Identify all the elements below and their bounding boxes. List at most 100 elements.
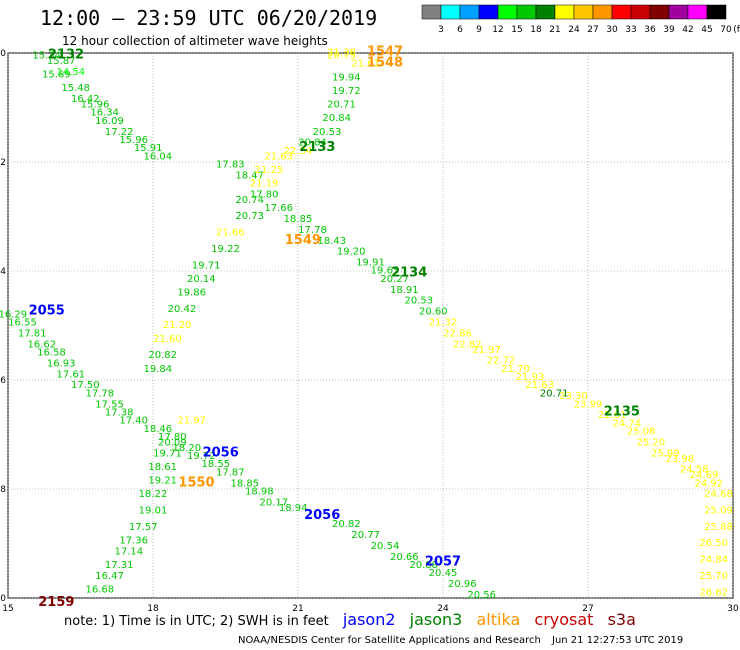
y-tick-label: -50 (0, 49, 6, 59)
pass-label: 2133 (299, 140, 335, 155)
wave-height-point: 16.55 (8, 318, 37, 329)
wave-height-point: 20.54 (371, 541, 400, 552)
wave-height-point: 16.47 (95, 571, 124, 582)
wave-height-point: 20.09 (158, 437, 187, 448)
legend-label: 9 (476, 25, 482, 35)
wave-height-point: 20.71 (540, 388, 569, 399)
wave-height-point: 20.77 (351, 530, 380, 541)
wave-height-point: 17.40 (119, 416, 148, 427)
legend-label: 45 (701, 25, 712, 35)
satellite-s3a: s3a (607, 610, 636, 629)
wave-height-point: 26.50 (699, 538, 728, 549)
footer-note-row: note: 1) Time is in UTC; 2) SWH is in fe… (64, 610, 646, 629)
wave-height-point: 21.63 (264, 151, 293, 162)
wave-height-point: 20.53 (313, 127, 342, 138)
wave-height-point: 16.04 (144, 151, 173, 162)
wave-height-point: 20.17 (260, 497, 289, 508)
wave-height-point: 15.96 (119, 135, 148, 146)
wave-height-point: 17.83 (216, 159, 245, 170)
wave-height-point: 18.43 (318, 236, 347, 247)
chart-title: 12:00 – 23:59 UTC 06/20/2019 (40, 6, 378, 30)
wave-height-point: 21.19 (250, 179, 279, 190)
generated-timestamp: Jun 21 12:27:53 UTC 2019 (552, 635, 684, 646)
wave-height-point: 25.99 (651, 448, 680, 459)
wave-height-point: 20.96 (448, 579, 477, 590)
wave-height-point: 17.50 (71, 380, 100, 391)
wave-height-point: 24.58 (680, 465, 709, 476)
wave-height-point: 20.82 (148, 350, 177, 361)
wave-height-point: 15.96 (81, 100, 110, 111)
footer-note: note: 1) Time is in UTC; 2) SWH is in fe… (64, 614, 329, 629)
wave-height-point: 21.66 (216, 228, 245, 239)
wave-height-point: 19.71 (153, 448, 182, 459)
pass-label: 1550 (178, 475, 214, 490)
wave-height-point: 20.88 (409, 560, 438, 571)
wave-height-point: 17.31 (105, 560, 134, 571)
pass-label: 2132 (48, 47, 84, 62)
wave-height-point: 21.32 (429, 318, 458, 329)
legend-unit: (ft) (733, 25, 740, 35)
pass-label: 2055 (29, 304, 65, 319)
x-tick-label: 24 (437, 604, 449, 614)
legend-label: 36 (644, 25, 656, 35)
wave-height-point: 22.82 (453, 339, 482, 350)
wave-height-point: 23.30 (559, 391, 588, 402)
wave-height-point: 17.80 (250, 189, 279, 200)
wave-height-point: 21.70 (501, 364, 530, 375)
wave-height-point: 20.45 (429, 568, 458, 579)
pass-label: 2134 (391, 265, 427, 280)
wave-height-point: 20.42 (168, 304, 197, 315)
satellite-altika: altika (476, 610, 521, 629)
wave-height-point: 21.97 (177, 416, 206, 427)
wave-height-point: 18.22 (139, 489, 168, 500)
wave-height-point: 22.34 (284, 146, 313, 157)
wave-height-point: 18.85 (284, 214, 313, 225)
wave-height-point: 20.56 (467, 590, 496, 601)
wave-height-point: 16.34 (90, 108, 119, 119)
legend-label: 30 (606, 25, 618, 35)
wave-height-point: 24.68 (704, 489, 733, 500)
legend-label: 39 (663, 25, 675, 35)
wave-height-point: 15.91 (134, 143, 163, 154)
satellite-jason2: jason2 (342, 610, 396, 629)
wave-height-point: 24.92 (695, 478, 724, 489)
wave-height-point: 20.60 (419, 307, 448, 318)
legend-label: 42 (682, 25, 693, 35)
wave-height-point: 18.20 (173, 443, 202, 454)
wave-height-point: 21.25 (255, 165, 284, 176)
x-tick-label: 21 (292, 604, 303, 614)
wave-height-point: 22.86 (443, 328, 472, 339)
wave-height-point: 25.88 (704, 522, 733, 533)
x-tick-label: 30 (727, 604, 739, 614)
wave-height-point: 25.70 (699, 571, 728, 582)
wave-height-point: 19.01 (139, 506, 168, 517)
wave-height-point: 17.80 (158, 432, 187, 443)
wave-height-point: 20.84 (322, 113, 351, 124)
wave-height-point: 17.38 (105, 407, 134, 418)
wave-height-point: 16.29 (0, 309, 27, 320)
wave-height-point: 17.14 (115, 546, 144, 557)
wave-height-point: 25.09 (704, 506, 733, 517)
legend-swatch-70 (706, 4, 727, 20)
wave-height-point: 18.46 (144, 424, 173, 435)
wave-height-point: 18.98 (245, 486, 274, 497)
pass-label: 1549 (285, 233, 321, 248)
legend-label: 18 (530, 25, 542, 35)
wave-height-point: 15.87 (47, 56, 76, 67)
wave-height-point: 17.66 (264, 203, 293, 214)
x-tick-label: 15 (2, 604, 13, 614)
y-tick-label: -58 (0, 485, 6, 495)
wave-height-point: 18.94 (279, 503, 308, 514)
wave-height-point: 16.93 (47, 358, 76, 369)
wave-height-point: 18.61 (148, 462, 177, 473)
wave-height-point: 26.62 (699, 587, 728, 598)
wave-height-point: 18.55 (202, 459, 231, 470)
wave-height-point: 17.36 (119, 536, 148, 547)
wave-height-point: 20.27 (380, 274, 409, 285)
wave-height-point: 21.38 (327, 48, 356, 59)
legend-label: 6 (457, 25, 463, 35)
pass-label: 2057 (425, 554, 461, 569)
wave-height-point: 21.61 (351, 59, 380, 70)
wave-height-point: 25.08 (627, 427, 656, 438)
